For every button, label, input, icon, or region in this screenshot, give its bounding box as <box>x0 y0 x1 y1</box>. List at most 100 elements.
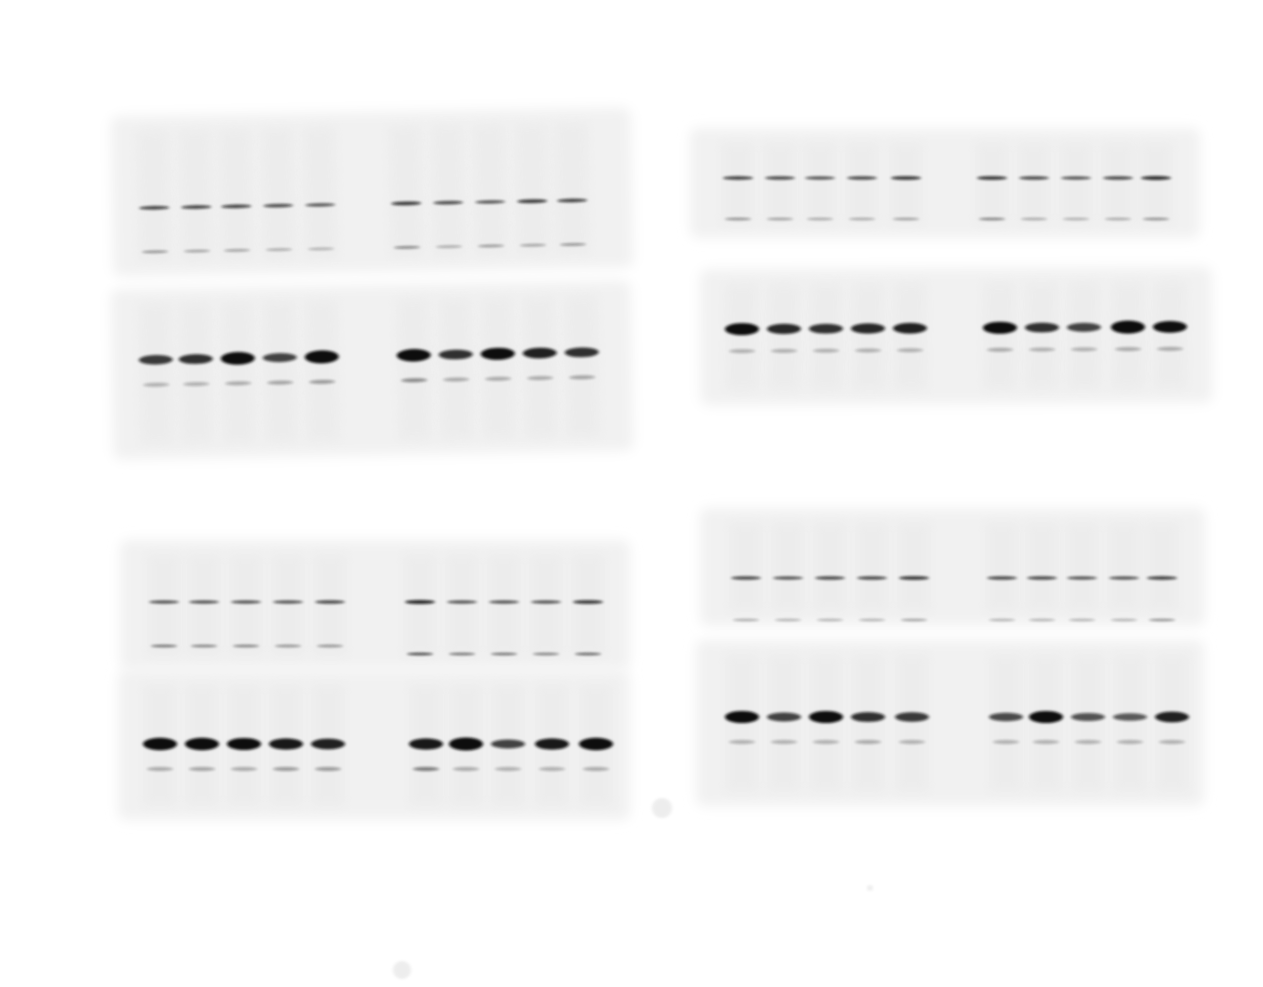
secondary-band <box>527 376 554 381</box>
band <box>809 710 843 724</box>
band <box>189 600 219 604</box>
lane-streak <box>808 282 844 391</box>
blot-panel-1 <box>110 107 634 460</box>
secondary-band <box>495 767 521 771</box>
secondary-band <box>771 348 798 353</box>
lane-streak <box>1145 522 1179 612</box>
band <box>433 200 464 205</box>
secondary-band <box>1105 217 1131 221</box>
secondary-band <box>813 348 840 353</box>
secondary-band <box>725 217 751 221</box>
band <box>977 176 1007 180</box>
lane-streak <box>889 142 923 224</box>
band <box>522 347 557 359</box>
band <box>987 576 1017 580</box>
secondary-band <box>231 767 257 771</box>
secondary-band <box>989 618 1015 622</box>
band <box>1067 576 1097 580</box>
secondary-band <box>733 618 759 622</box>
lane-streak <box>1139 142 1173 224</box>
lane-streak <box>1107 522 1141 612</box>
band <box>227 737 261 751</box>
secondary-band <box>401 378 428 383</box>
membrane-strip-3-1 <box>120 540 630 670</box>
secondary-band <box>899 740 925 744</box>
lane-streak <box>553 122 591 255</box>
secondary-band <box>443 377 470 382</box>
band <box>850 323 885 334</box>
band <box>564 347 599 358</box>
secondary-band <box>813 740 839 744</box>
band <box>773 576 803 580</box>
lane-streak <box>429 124 467 257</box>
band <box>489 600 519 604</box>
lane-streak <box>137 302 175 446</box>
band <box>181 205 212 209</box>
lane-streak <box>217 128 255 261</box>
secondary-band <box>583 767 609 771</box>
band <box>857 576 887 580</box>
band <box>149 600 179 604</box>
secondary-band <box>1115 347 1142 352</box>
band <box>899 576 929 580</box>
secondary-band <box>775 618 801 622</box>
secondary-band <box>1117 740 1143 744</box>
secondary-band <box>1143 217 1169 221</box>
band <box>731 576 761 580</box>
lane-streak <box>177 128 215 262</box>
membrane-strip-4-2 <box>696 640 1204 806</box>
lane-streak <box>850 282 886 391</box>
secondary-band <box>273 767 299 771</box>
band <box>263 203 294 208</box>
secondary-band <box>1033 740 1059 744</box>
lane-streak <box>721 142 755 224</box>
band <box>221 204 252 209</box>
lane-streak <box>261 300 299 443</box>
secondary-band <box>859 618 885 622</box>
band <box>269 738 303 750</box>
band <box>724 323 759 336</box>
band <box>557 198 588 203</box>
band <box>405 599 435 605</box>
lane-streak <box>1066 281 1102 390</box>
band <box>143 737 177 751</box>
secondary-band <box>1111 618 1137 622</box>
band <box>1103 176 1133 180</box>
band <box>815 576 845 580</box>
lane-streak <box>487 554 521 656</box>
secondary-band <box>569 375 596 380</box>
secondary-band <box>191 644 217 648</box>
secondary-band <box>575 652 601 656</box>
membrane-strip-1-2 <box>110 280 634 460</box>
band <box>138 355 173 365</box>
band <box>895 712 929 722</box>
secondary-band <box>307 247 334 251</box>
lane-streak <box>387 125 425 258</box>
lane-streak <box>313 554 347 656</box>
lane-streak <box>147 554 181 656</box>
band <box>1027 576 1057 580</box>
secondary-band <box>979 217 1005 221</box>
secondary-band <box>143 382 170 387</box>
band <box>491 739 525 749</box>
secondary-band <box>435 245 462 248</box>
band <box>725 710 759 724</box>
scan-speck <box>652 798 672 818</box>
secondary-band <box>233 644 259 648</box>
band <box>517 199 548 204</box>
secondary-band <box>533 652 559 656</box>
secondary-band <box>267 380 294 385</box>
lane-streak <box>1113 654 1147 792</box>
band <box>766 323 801 335</box>
lane-streak <box>763 142 797 224</box>
lane-streak <box>813 522 847 612</box>
secondary-band <box>987 347 1014 352</box>
band <box>723 176 753 180</box>
lane-streak <box>229 554 263 656</box>
secondary-band <box>817 618 843 622</box>
band <box>1152 321 1187 333</box>
lane-streak <box>1071 654 1105 792</box>
band <box>579 737 613 751</box>
lane-streak <box>803 142 837 224</box>
band <box>409 738 443 750</box>
